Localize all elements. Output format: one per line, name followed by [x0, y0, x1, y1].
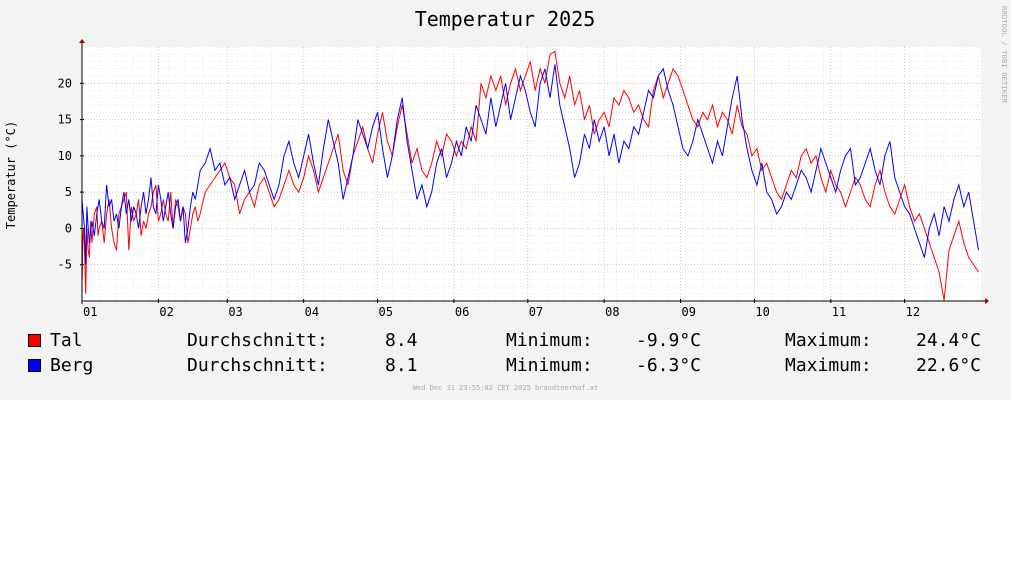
legend-row-berg: Berg Durchschnitt: 8.1 Minimum: -6.3°C M…	[0, 355, 1011, 377]
x-tick-label: 06	[455, 305, 469, 319]
x-tick-label: 01	[83, 305, 97, 319]
y-tick-label: 5	[65, 185, 72, 199]
legend-avg-value: 8.1	[385, 355, 418, 376]
legend-min-value: -6.3°C	[636, 355, 702, 376]
legend-max-value: 22.6°C	[916, 355, 982, 376]
series-line-berg	[81, 64, 979, 265]
y-tick-label: 10	[58, 149, 72, 163]
legend-swatch-berg	[28, 359, 41, 372]
chart-canvas: -5 0 5 10 15 20 01 02 03 04 05 06 07 08 09 10 11 12 Temper…	[0, 0, 1011, 400]
legend-row-tal: Tal Durchschnitt: 8.4 Minimum: -9.9°C Ma…	[0, 330, 1011, 352]
x-tick-label: 07	[529, 305, 543, 319]
legend-avg-label: Durchschnitt:	[187, 355, 328, 376]
legend-min-label: Minimum:	[506, 330, 593, 351]
x-tick-label: 03	[228, 305, 242, 319]
x-axis-arrow	[985, 298, 989, 304]
legend-max-label: Maximum:	[785, 330, 872, 351]
y-axis-label: Temperatur (°C)	[4, 121, 18, 229]
legend-avg-label: Durchschnitt:	[187, 330, 328, 351]
rrdtool-watermark: RRDTOOL / TOBI OETIKER	[1000, 6, 1008, 104]
legend-min-value: -9.9°C	[636, 330, 702, 351]
legend-swatch-tal	[28, 334, 41, 347]
y-axis-arrow	[79, 39, 85, 43]
timestamp-footer: Wed Dec 31 23:55:02 CET 2025 brandtnerho…	[412, 384, 599, 392]
legend-max-label: Maximum:	[785, 355, 872, 376]
x-tick-label: 02	[159, 305, 173, 319]
plot-area	[82, 47, 981, 301]
legend-max-value: 24.4°C	[916, 330, 982, 351]
y-tick-label: 0	[65, 221, 72, 235]
x-tick-label: 05	[379, 305, 393, 319]
legend-min-label: Minimum:	[506, 355, 593, 376]
legend-series-name: Berg	[50, 355, 94, 376]
x-tick-label: 09	[682, 305, 696, 319]
x-tick-label: 12	[906, 305, 920, 319]
legend-series-name: Tal	[50, 330, 83, 351]
chart-title: Temperatur 2025	[415, 7, 596, 31]
y-tick-label: 15	[58, 113, 72, 127]
y-tick-label: -5	[58, 258, 72, 272]
x-tick-label: 04	[305, 305, 319, 319]
legend-avg-value: 8.4	[385, 330, 418, 351]
x-tick-label: 08	[605, 305, 619, 319]
x-tick-label: 11	[832, 305, 846, 319]
series-line-tal	[81, 50, 979, 301]
x-tick-label: 10	[755, 305, 769, 319]
y-tick-label: 20	[58, 76, 72, 90]
